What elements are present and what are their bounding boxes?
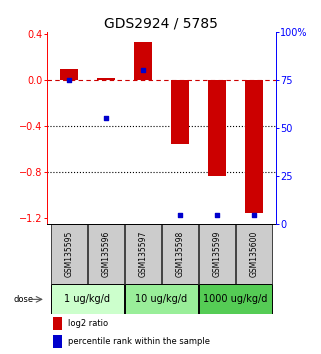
Text: GSM135596: GSM135596 xyxy=(101,231,110,278)
Bar xyxy=(88,224,124,284)
Bar xyxy=(162,224,198,284)
Bar xyxy=(134,42,152,80)
Text: dose: dose xyxy=(13,295,33,304)
Text: GSM135598: GSM135598 xyxy=(175,231,184,278)
Bar xyxy=(199,224,235,284)
Text: GSM135599: GSM135599 xyxy=(212,231,221,278)
Title: GDS2924 / 5785: GDS2924 / 5785 xyxy=(104,17,218,31)
Bar xyxy=(125,224,160,284)
Bar xyxy=(51,284,124,314)
Point xyxy=(140,68,145,73)
Text: 1 ug/kg/d: 1 ug/kg/d xyxy=(64,295,110,304)
Text: log2 ratio: log2 ratio xyxy=(68,319,108,328)
Point xyxy=(103,116,108,121)
Text: 1000 ug/kg/d: 1000 ug/kg/d xyxy=(203,295,267,304)
Text: GSM135595: GSM135595 xyxy=(64,231,73,278)
Text: 10 ug/kg/d: 10 ug/kg/d xyxy=(135,295,187,304)
Bar xyxy=(245,80,263,213)
Point xyxy=(66,77,71,83)
Text: percentile rank within the sample: percentile rank within the sample xyxy=(68,337,210,346)
Bar xyxy=(59,69,78,80)
Bar xyxy=(236,224,272,284)
Point xyxy=(214,212,219,217)
Bar xyxy=(208,80,226,176)
Bar xyxy=(53,335,62,348)
Bar xyxy=(53,317,62,330)
Bar xyxy=(97,78,115,80)
Bar xyxy=(51,224,87,284)
Bar xyxy=(199,284,272,314)
Bar xyxy=(125,284,198,314)
Point xyxy=(251,212,256,217)
Bar xyxy=(170,80,189,144)
Text: GSM135600: GSM135600 xyxy=(249,231,258,278)
Text: GSM135597: GSM135597 xyxy=(138,231,147,278)
Point xyxy=(177,212,182,217)
